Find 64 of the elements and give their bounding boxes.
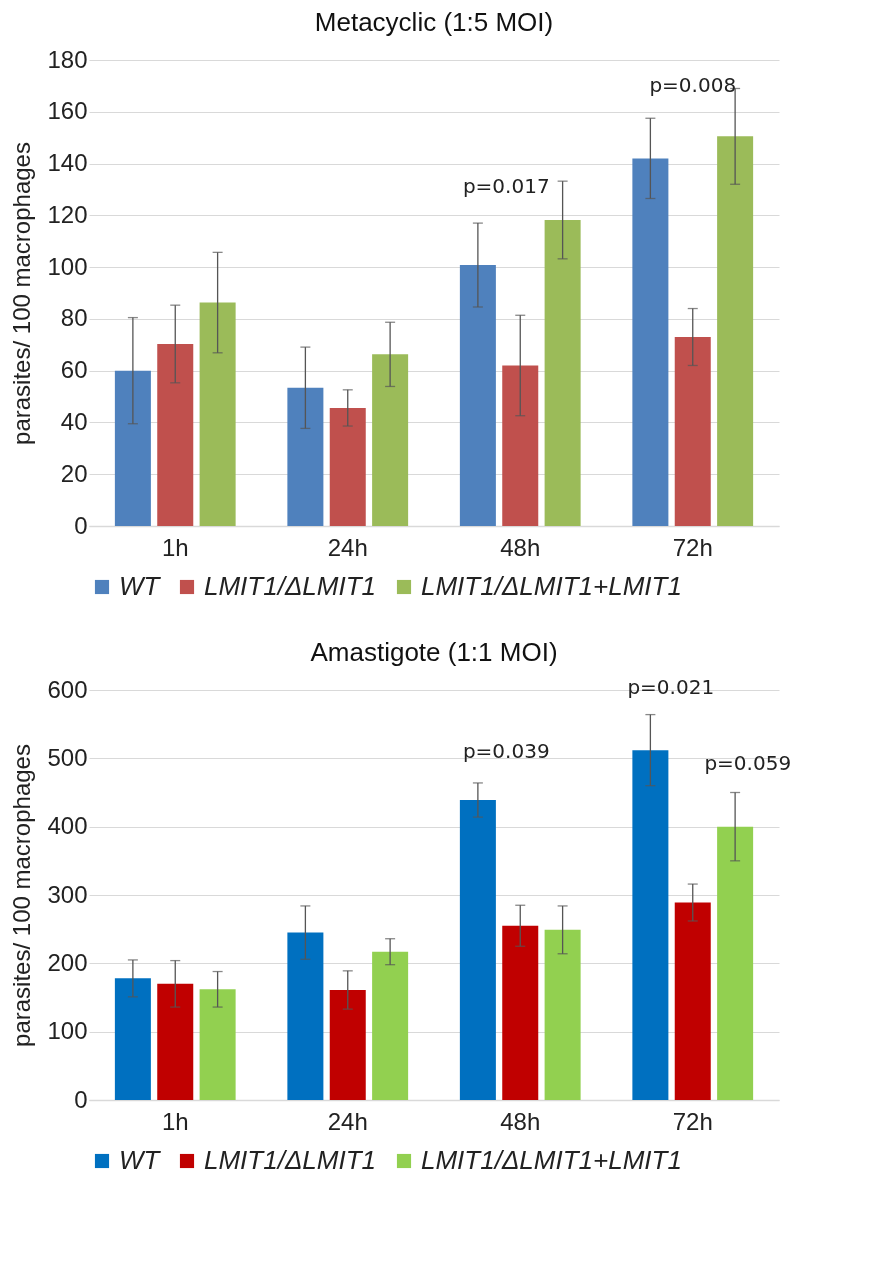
y-tick-label: 40 bbox=[60, 407, 88, 435]
y-tick-label: 60 bbox=[60, 356, 88, 384]
annotation: p=0.021 bbox=[627, 675, 715, 699]
bar bbox=[674, 337, 711, 526]
bar bbox=[157, 344, 194, 526]
x-tick-label: 48h bbox=[500, 1107, 541, 1135]
legend-label: LMIT1/ΔLMIT1+LMIT1 bbox=[421, 1145, 682, 1175]
y-tick-label: 80 bbox=[60, 304, 88, 332]
bar bbox=[372, 354, 409, 526]
y-tick-label: 600 bbox=[47, 675, 88, 703]
x-tick-label: 24h bbox=[327, 533, 368, 561]
bar bbox=[199, 989, 236, 1100]
y-tick-label: 120 bbox=[47, 200, 88, 228]
y-tick-label: 100 bbox=[47, 1017, 88, 1045]
y-tick-label: 140 bbox=[47, 149, 88, 177]
chart-title: Amastigote (1:1 MOI) bbox=[310, 637, 558, 667]
bar bbox=[114, 978, 151, 1100]
y-tick-label: 0 bbox=[74, 1085, 88, 1113]
bar bbox=[459, 800, 496, 1100]
y-tick-label: 400 bbox=[47, 812, 88, 840]
y-tick-label: 180 bbox=[47, 45, 88, 73]
chart-title: Metacyclic (1:5 MOI) bbox=[314, 7, 554, 37]
legend-label: WT bbox=[119, 571, 162, 601]
bar bbox=[632, 750, 669, 1100]
legend-label: LMIT1/ΔLMIT1 bbox=[204, 1145, 377, 1175]
annotation: p=0.059 bbox=[704, 751, 792, 775]
annotation: p=0.017 bbox=[462, 174, 550, 198]
bar bbox=[544, 929, 581, 1100]
x-tick-label: 72h bbox=[672, 533, 713, 561]
bar bbox=[157, 983, 194, 1100]
x-tick-label: 1h bbox=[161, 533, 189, 561]
bar bbox=[287, 932, 324, 1100]
bar bbox=[372, 951, 409, 1100]
legend-label: WT bbox=[119, 1145, 162, 1175]
bar bbox=[544, 219, 581, 526]
legend-label: LMIT1/ΔLMIT1 bbox=[204, 571, 377, 601]
bar bbox=[199, 302, 236, 526]
y-tick-label: 100 bbox=[47, 252, 88, 280]
y-tick-label: 300 bbox=[47, 880, 88, 908]
bar bbox=[502, 925, 539, 1100]
x-tick-label: 72h bbox=[672, 1107, 713, 1135]
legend-label: LMIT1/ΔLMIT1+LMIT1 bbox=[421, 571, 682, 601]
y-tick-label: 200 bbox=[47, 948, 88, 976]
bar bbox=[502, 365, 539, 526]
bar bbox=[459, 265, 496, 526]
y-tick-label: 160 bbox=[47, 97, 88, 125]
y-axis-title: parasites/ 100 macrophages bbox=[8, 142, 36, 445]
annotation: p=0.039 bbox=[462, 739, 550, 763]
bar bbox=[674, 902, 711, 1100]
bar bbox=[329, 989, 366, 1100]
bar bbox=[114, 370, 151, 526]
bar bbox=[632, 158, 669, 526]
bar bbox=[287, 387, 324, 526]
x-tick-label: 1h bbox=[161, 1107, 189, 1135]
y-axis-title: parasites/ 100 macrophages bbox=[8, 744, 36, 1047]
bar bbox=[329, 407, 366, 526]
bar bbox=[717, 826, 754, 1100]
x-tick-label: 24h bbox=[327, 1107, 368, 1135]
bar bbox=[717, 136, 754, 526]
x-tick-label: 48h bbox=[500, 533, 541, 561]
y-tick-label: 0 bbox=[74, 511, 88, 539]
y-tick-label: 20 bbox=[60, 459, 88, 487]
annotation: p=0.008 bbox=[649, 73, 737, 97]
y-tick-label: 500 bbox=[47, 743, 88, 771]
